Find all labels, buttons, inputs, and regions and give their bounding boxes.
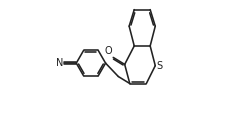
Text: N: N	[56, 58, 63, 68]
Text: O: O	[105, 46, 113, 56]
Text: S: S	[157, 61, 163, 71]
